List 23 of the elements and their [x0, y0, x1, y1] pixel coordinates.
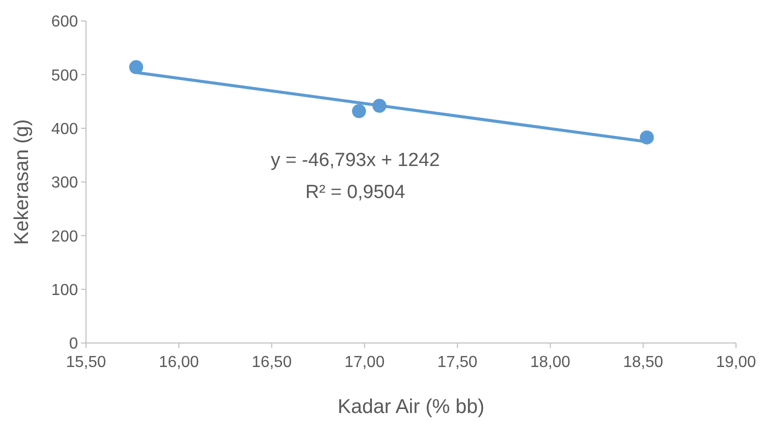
annotation: y = -46,793x + 1242: [270, 150, 440, 171]
point: [640, 130, 654, 144]
y-axis-title: Kekerasan (g): [11, 119, 33, 245]
x-axis-title: Kadar Air (% bb): [338, 396, 484, 418]
x-tick-label: 17,00: [344, 354, 385, 371]
annotation: R² = 0,9504: [305, 182, 406, 203]
x-tick-label: 16,50: [252, 354, 292, 371]
point: [352, 104, 366, 118]
y-tick-label: 400: [51, 120, 78, 138]
x-tick-label: 17,50: [437, 354, 478, 371]
y-tick-label: 200: [51, 228, 78, 246]
y-tick-label: 500: [51, 67, 78, 84]
point: [372, 98, 386, 113]
x-tick-label: 16,00: [158, 354, 199, 371]
y-tick-label: 600: [51, 14, 78, 31]
y-tick-label: 0: [69, 336, 78, 353]
x-tick-label: 19,00: [716, 354, 756, 371]
x-tick-label: 15,50: [66, 354, 106, 371]
x-tick-label: 18,00: [530, 354, 570, 371]
x-tick-label: 18,50: [623, 354, 664, 371]
y-tick-label: 100: [51, 282, 78, 299]
y-tick-label: 300: [51, 174, 78, 192]
point: [129, 60, 144, 74]
